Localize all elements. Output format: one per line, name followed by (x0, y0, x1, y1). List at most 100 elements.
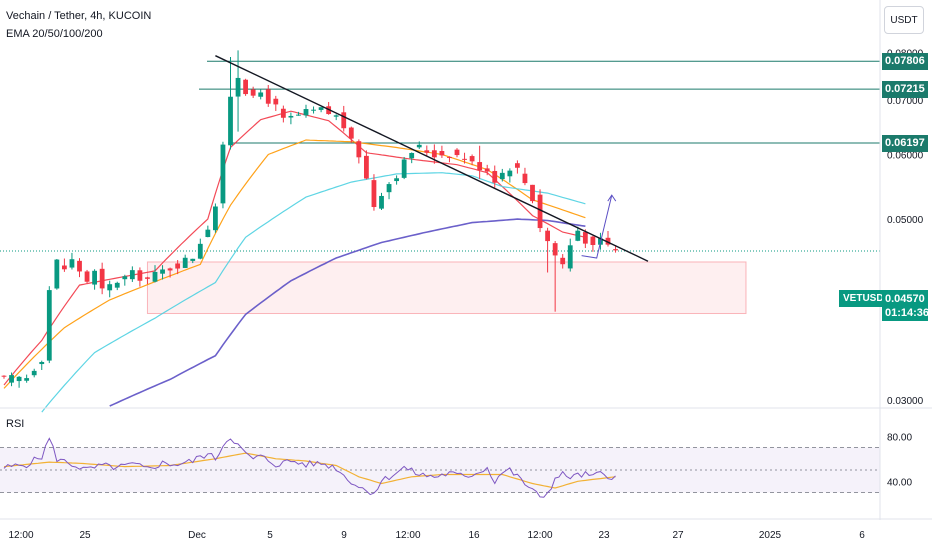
price-tick-label: 0.07000 (887, 96, 924, 107)
chart-legend-title: Vechain / Tether, 4h, KUCOIN (6, 10, 152, 22)
level-price-tag: 0.07215 (882, 80, 928, 98)
candle-body (265, 89, 271, 104)
candle-body (492, 170, 498, 183)
ema200-line (109, 218, 586, 407)
time-tick-label: 12:00 (527, 530, 552, 541)
candle-body (409, 152, 415, 159)
candle-body (605, 237, 611, 245)
descending-trendline (215, 55, 649, 262)
candle-body (258, 92, 264, 97)
support-zone (146, 261, 747, 315)
candle-body (197, 243, 203, 259)
candle-body (243, 79, 248, 95)
time-tick-label: 9 (341, 530, 347, 541)
price-tick-label: 0.05000 (887, 215, 924, 226)
price-tick-label: 0.06000 (887, 150, 924, 161)
candle-body (54, 259, 60, 289)
candle-body (24, 378, 30, 381)
candle-body (167, 268, 173, 271)
candle-body (182, 257, 188, 268)
candle-body (145, 277, 150, 279)
candle-body (371, 180, 377, 208)
candle-body (114, 282, 120, 288)
level-price-tag: 0.06197 (882, 134, 928, 152)
candle-body (401, 159, 407, 178)
candle-body (175, 263, 181, 269)
candle-body (46, 290, 52, 361)
rsi-tick-label: 40.00 (887, 477, 912, 488)
candle-body (507, 170, 513, 177)
time-tick-label: 12:00 (395, 530, 420, 541)
candle-body (341, 112, 347, 129)
candle-body (99, 268, 105, 289)
candle-body (386, 184, 392, 193)
rsi-legend[interactable]: RSI (6, 418, 25, 430)
candle-body (582, 232, 588, 244)
candle-body (439, 151, 445, 156)
candle-body (160, 269, 165, 274)
candle-body (92, 270, 97, 285)
candle-body (31, 370, 37, 376)
candle-body (515, 163, 520, 168)
candle-body (190, 258, 196, 261)
candle-body (416, 144, 422, 148)
candle-body (273, 98, 279, 105)
candle-body (205, 229, 211, 238)
candle-body (613, 249, 618, 251)
time-tick-label: 16 (468, 530, 480, 541)
candle-body (348, 127, 354, 139)
candle-body (1, 375, 7, 377)
candle-body (537, 194, 543, 229)
candle-body (9, 375, 14, 383)
candle-body (129, 270, 135, 280)
time-tick-label: 27 (672, 530, 684, 541)
currency-button[interactable]: USDT (884, 6, 924, 34)
candle-body (484, 168, 490, 172)
candle-body (228, 96, 233, 146)
candle-body (16, 376, 22, 382)
candle-body (454, 149, 460, 156)
candle-body (333, 115, 339, 117)
time-tick-label: 23 (598, 530, 610, 541)
time-tick-label: 25 (79, 530, 91, 541)
symbol-label: VETUSDT (839, 290, 894, 307)
rsi-line (3, 437, 616, 498)
candle-body (356, 141, 362, 158)
candle-body (152, 271, 158, 282)
indicator-legend[interactable]: EMA 20/50/100/200 (6, 28, 103, 40)
candle-body (545, 230, 550, 242)
level-price-tag: 0.07806 (882, 52, 928, 70)
time-tick-label: 6 (859, 530, 865, 541)
candle-body (447, 156, 452, 158)
candle-body (424, 150, 430, 153)
candle-body (431, 150, 437, 158)
price-tick-label: 0.03000 (887, 396, 924, 407)
candle-body (220, 144, 226, 204)
candle-body (137, 270, 143, 281)
candle-body (122, 276, 128, 280)
candle-body (590, 236, 596, 246)
candle-body (469, 156, 475, 162)
projection-arrowhead (607, 194, 617, 202)
candle-body (379, 195, 384, 209)
time-tick-label: 12:00 (8, 530, 33, 541)
candle-body (303, 109, 309, 116)
candle-body (84, 271, 90, 282)
candle-body (296, 114, 301, 116)
candle-body (69, 259, 75, 268)
candle-body (311, 109, 316, 111)
candle-body (530, 184, 535, 202)
candle-body (567, 245, 573, 269)
last-price-tag: 0.04570 01:14:36 (882, 290, 930, 321)
candle-body (107, 284, 113, 291)
candle-body (499, 172, 505, 180)
candle-body (462, 158, 467, 160)
candle-body (477, 162, 483, 171)
bar-countdown: 01:14:36 (885, 306, 930, 319)
time-tick-label: 5 (267, 530, 273, 541)
ema20-line (3, 110, 586, 386)
candle-body (522, 173, 528, 184)
candle-body (62, 265, 67, 270)
